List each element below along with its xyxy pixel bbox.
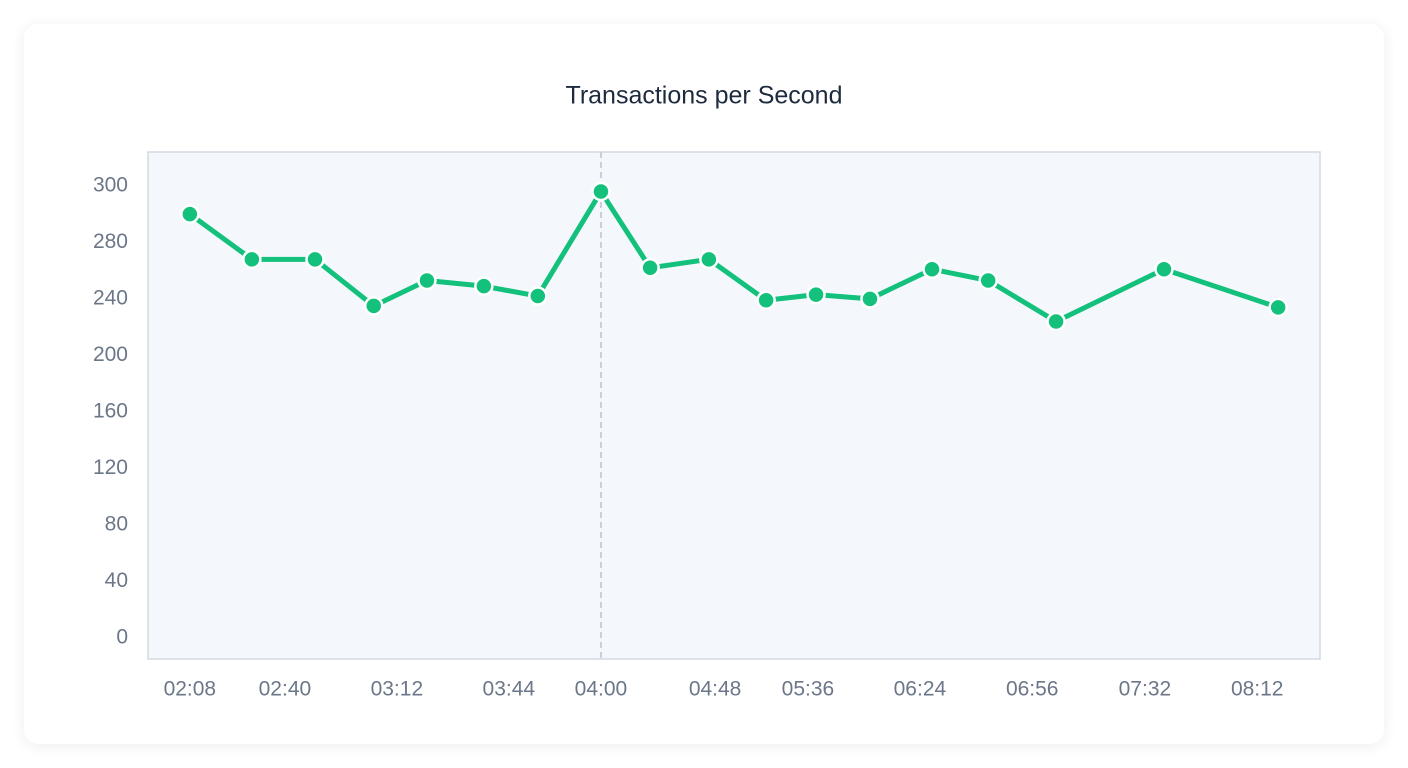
data-point <box>978 270 998 291</box>
data-point <box>756 290 776 311</box>
x-tick-label: 08:12 <box>1231 678 1284 701</box>
chart-title: Transactions per Second <box>565 82 842 110</box>
x-tick-label: 02:40 <box>259 678 312 701</box>
x-tick-label: 06:56 <box>1006 678 1059 701</box>
x-tick-label: 04:00 <box>575 678 628 701</box>
x-tick-label: 02:08 <box>164 678 217 701</box>
y-tick-label: 280 <box>93 230 128 253</box>
y-tick-label: 40 <box>105 569 128 592</box>
x-tick-label: 03:44 <box>483 678 536 701</box>
data-point <box>1268 297 1288 318</box>
x-tick-label: 04:48 <box>689 678 742 701</box>
data-point <box>922 259 942 279</box>
data-point <box>1154 259 1174 279</box>
data-point <box>806 284 826 305</box>
data-point <box>417 270 437 291</box>
data-point <box>305 249 325 270</box>
data-point <box>1046 311 1066 332</box>
data-point <box>591 181 611 202</box>
y-tick-label: 0 <box>116 625 128 648</box>
x-tick-label: 07:32 <box>1119 678 1172 701</box>
data-point <box>242 249 262 270</box>
y-tick-label: 120 <box>93 456 128 479</box>
y-tick-label: 300 <box>93 173 128 196</box>
data-point <box>528 286 548 306</box>
y-tick-label: 80 <box>105 512 128 535</box>
y-tick-label: 160 <box>93 399 128 422</box>
series-line <box>187 189 1281 324</box>
data-point <box>699 249 719 270</box>
data-point <box>474 276 494 296</box>
data-point <box>640 258 660 278</box>
x-tick-label: 06:24 <box>894 678 947 701</box>
data-point <box>180 204 200 224</box>
y-tick-label: 240 <box>93 286 128 309</box>
x-tick-label: 03:12 <box>371 678 424 701</box>
data-point <box>860 289 880 309</box>
x-tick-label: 05:36 <box>782 678 835 701</box>
data-point <box>363 296 384 316</box>
plot-area <box>147 151 1321 660</box>
y-tick-label: 200 <box>93 343 128 366</box>
